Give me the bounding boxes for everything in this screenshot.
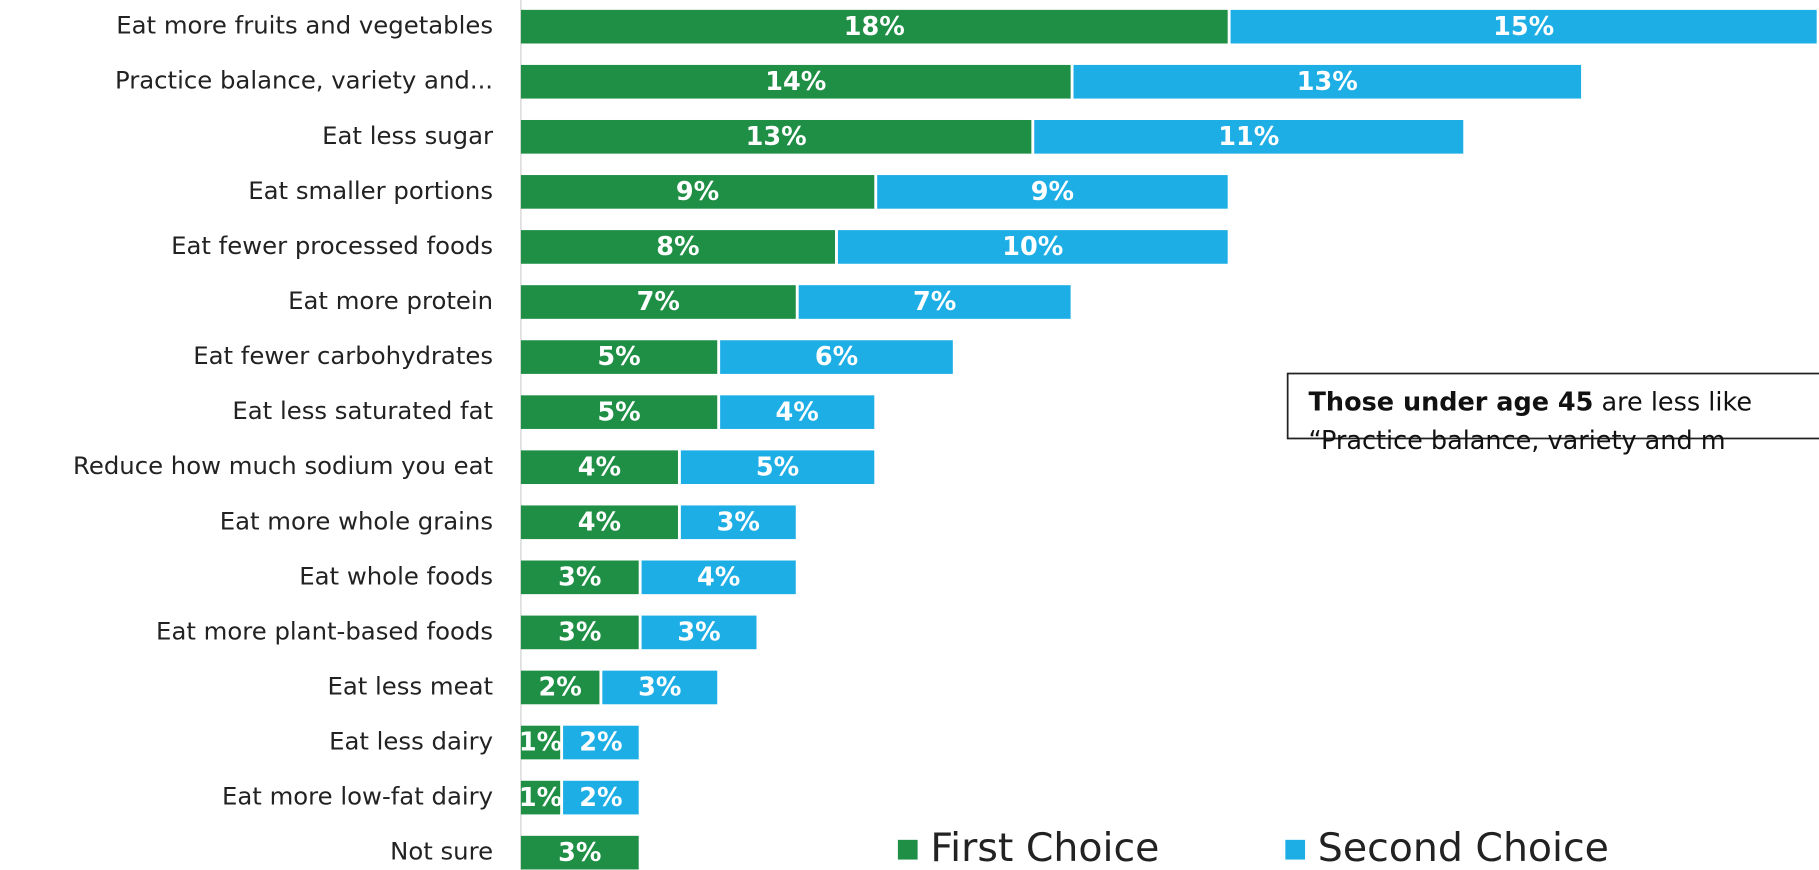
category-label: Eat less sugar xyxy=(322,121,494,150)
annotation-bold: Those under age 45 xyxy=(1309,388,1594,418)
bar-segment xyxy=(720,395,875,429)
bar-segment xyxy=(837,230,1228,264)
data-label: 4% xyxy=(578,507,621,537)
bar-segment xyxy=(877,175,1228,209)
data-label: 13% xyxy=(746,122,807,152)
category-label: Eat more protein xyxy=(288,286,493,315)
bar-segment xyxy=(641,560,796,595)
data-label: 9% xyxy=(676,177,719,207)
bar-segment xyxy=(641,615,757,650)
category-label: Eat less meat xyxy=(327,671,493,700)
annotation: Those under age 45 are less like xyxy=(1309,388,1752,418)
category-label: Eat whole foods xyxy=(299,561,493,590)
data-label: 8% xyxy=(656,232,699,262)
legend-label: First Choice xyxy=(930,825,1159,870)
category-label: Eat less saturated fat xyxy=(232,396,493,425)
category-label: Eat fewer processed foods xyxy=(171,231,493,260)
bar-segment xyxy=(602,670,718,705)
bar-segment xyxy=(680,505,796,540)
bar-segment xyxy=(720,340,953,374)
annotation-line: “Practice balance, variety and m xyxy=(1309,426,1726,456)
data-label: 4% xyxy=(697,562,740,592)
bar-segment xyxy=(520,175,875,209)
legend-swatch xyxy=(897,839,918,860)
data-label: 3% xyxy=(558,562,601,592)
category-label: Reduce how much sodium you eat xyxy=(73,451,493,480)
bar-segment xyxy=(563,725,639,760)
category-label: Eat more plant-based foods xyxy=(156,616,493,645)
category-label: Eat more fruits and vegetables xyxy=(116,11,493,40)
bar-segment xyxy=(520,505,678,540)
data-label: 7% xyxy=(637,287,680,317)
bar-segment xyxy=(563,780,639,815)
data-label: 15% xyxy=(1493,12,1554,42)
data-label: 11% xyxy=(1218,122,1279,152)
data-label: 4% xyxy=(776,397,819,427)
data-label: 2% xyxy=(579,783,622,813)
legend-swatch xyxy=(1285,839,1306,860)
data-label: 5% xyxy=(597,342,640,372)
data-label: 13% xyxy=(1297,67,1358,97)
data-label: 4% xyxy=(578,452,621,482)
bar-segment xyxy=(1034,119,1464,154)
category-label: Practice balance, variety and... xyxy=(115,66,493,95)
data-label: 1% xyxy=(519,783,562,813)
data-label: 6% xyxy=(815,342,858,372)
data-label: 1% xyxy=(519,728,562,758)
bar-segment xyxy=(520,64,1071,99)
data-label: 18% xyxy=(844,12,905,42)
data-label: 14% xyxy=(765,67,826,97)
bar-segment xyxy=(520,285,796,319)
data-label: 3% xyxy=(558,618,601,648)
data-label: 7% xyxy=(913,287,956,317)
bar-segment xyxy=(520,615,639,650)
data-label: 2% xyxy=(539,673,582,703)
data-label: 3% xyxy=(558,838,601,868)
bar-segment xyxy=(520,725,561,760)
category-label: Eat more low-fat dairy xyxy=(222,782,493,811)
category-label: Eat fewer carbohydrates xyxy=(193,341,493,370)
annotation-text: are less like xyxy=(1593,388,1752,418)
bar-segment xyxy=(520,560,639,595)
bar-segment xyxy=(520,780,561,815)
data-label: 2% xyxy=(579,728,622,758)
bar-segment xyxy=(1230,9,1817,44)
bar-segment xyxy=(520,230,836,264)
bar-segment xyxy=(520,340,718,374)
bar-segment xyxy=(680,450,875,485)
data-label: 3% xyxy=(717,507,760,537)
bar-segment xyxy=(520,835,639,870)
legend-label: Second Choice xyxy=(1318,825,1609,870)
category-label: Eat more whole grains xyxy=(220,506,493,535)
bar-segment xyxy=(798,285,1071,319)
bar-segment xyxy=(520,9,1228,44)
data-label: 5% xyxy=(597,397,640,427)
bar-segment xyxy=(520,119,1032,154)
data-label: 3% xyxy=(638,673,681,703)
bar-segment xyxy=(1073,64,1582,99)
data-label: 3% xyxy=(677,618,720,648)
bar-segment xyxy=(520,670,600,705)
category-label: Eat smaller portions xyxy=(248,176,493,205)
data-label: 10% xyxy=(1002,232,1063,262)
category-label: Not sure xyxy=(390,837,493,866)
data-label: 9% xyxy=(1031,177,1074,207)
category-label: Eat less dairy xyxy=(329,727,493,756)
bar-segment xyxy=(520,395,718,429)
annotation-box xyxy=(1286,372,1819,440)
bar-segment xyxy=(520,450,678,485)
data-label: 5% xyxy=(756,452,799,482)
